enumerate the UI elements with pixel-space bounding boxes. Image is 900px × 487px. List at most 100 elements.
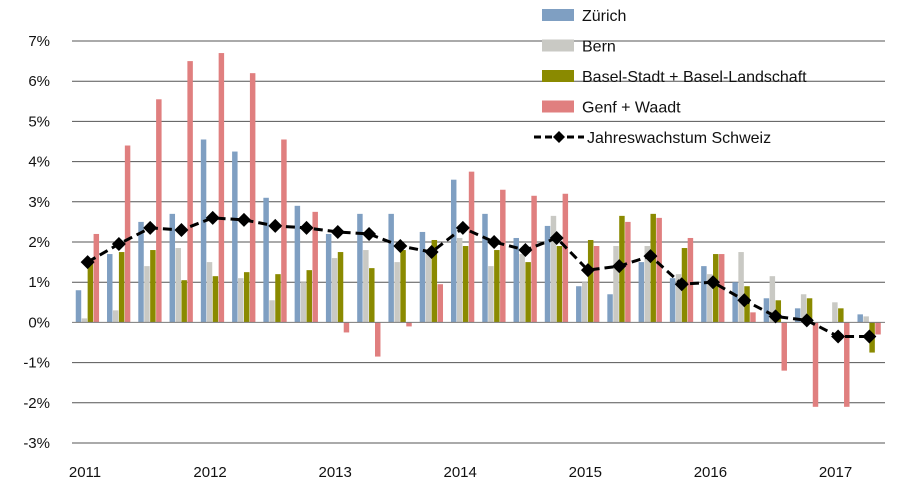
bar-z-rich xyxy=(294,205,301,323)
bar-bern xyxy=(613,246,619,323)
legend-label: Genf + Waadt xyxy=(582,100,681,117)
bar-genf-waadt xyxy=(218,53,225,323)
bar-basel-stadt-basel-landschaft xyxy=(181,280,187,323)
growth-point xyxy=(174,222,189,237)
x-tick-label: 2017 xyxy=(819,464,852,481)
bar-basel-stadt-basel-landschaft xyxy=(150,250,156,323)
bar-z-rich xyxy=(75,290,82,323)
growth-point xyxy=(737,293,752,308)
legend-label: Zürich xyxy=(582,8,626,25)
bar-z-rich xyxy=(701,266,707,323)
x-tick-label: 2013 xyxy=(319,464,352,481)
bar-basel-stadt-basel-landschaft xyxy=(650,213,656,323)
bar-genf-waadt xyxy=(468,171,475,323)
legend-swatch xyxy=(542,100,574,113)
bar-genf-waadt xyxy=(93,233,100,323)
growth-point xyxy=(299,220,314,235)
growth-point xyxy=(143,220,158,235)
growth-point xyxy=(580,263,595,278)
bar-bern xyxy=(394,262,400,323)
bar-bern xyxy=(769,276,776,323)
bar-basel-stadt-basel-landschaft xyxy=(306,270,312,323)
growth-point xyxy=(393,239,408,254)
bar-genf-waadt xyxy=(124,145,131,323)
bar-z-rich xyxy=(200,139,207,323)
bar-bern xyxy=(550,215,557,323)
growth-point xyxy=(424,245,439,260)
y-tick-label: 5% xyxy=(28,113,50,130)
bar-z-rich xyxy=(325,233,332,323)
bar-z-rich xyxy=(138,221,144,323)
y-tick-label: 6% xyxy=(28,73,50,90)
bar-bern xyxy=(644,246,651,323)
growth-point xyxy=(330,224,345,239)
bar-basel-stadt-basel-landschaft xyxy=(838,308,844,323)
bar-genf-waadt xyxy=(750,312,756,323)
bar-genf-waadt xyxy=(343,322,350,333)
bar-bern xyxy=(863,316,869,323)
bar-z-rich xyxy=(638,262,645,323)
bar-genf-waadt xyxy=(593,246,600,323)
growth-point xyxy=(643,249,658,264)
y-tick-label: 2% xyxy=(28,234,50,251)
bar-genf-waadt xyxy=(656,217,662,323)
growth-point xyxy=(268,218,283,233)
growth-point xyxy=(205,210,220,225)
bar-genf-waadt xyxy=(562,193,569,323)
bar-genf-waadt xyxy=(812,322,819,407)
bar-genf-waadt xyxy=(281,139,287,323)
legend-marker xyxy=(553,131,565,143)
bar-z-rich xyxy=(107,254,113,323)
bar-genf-waadt xyxy=(249,73,256,323)
bar-genf-waadt xyxy=(875,322,881,335)
x-tick-label: 2012 xyxy=(193,464,226,481)
bar-genf-waadt xyxy=(531,195,537,323)
bar-basel-stadt-basel-landschaft xyxy=(212,276,219,323)
bar-z-rich xyxy=(419,231,426,323)
legend-swatch xyxy=(542,9,574,21)
bar-basel-stadt-basel-landschaft xyxy=(400,250,406,323)
bar-bern xyxy=(519,254,525,323)
y-tick-label: 3% xyxy=(28,194,50,211)
growth-point xyxy=(706,275,721,290)
bar-basel-stadt-basel-landschaft xyxy=(806,298,813,323)
growth-point xyxy=(455,220,470,235)
x-tick-label: 2016 xyxy=(694,464,727,481)
growth-point xyxy=(549,230,564,245)
growth-point xyxy=(518,243,533,258)
bar-bern xyxy=(488,266,494,323)
bar-bern xyxy=(81,318,88,323)
legend-label: Jahreswachstum Schweiz xyxy=(587,130,771,147)
bars xyxy=(75,53,881,407)
bar-genf-waadt xyxy=(625,221,631,323)
bar-basel-stadt-basel-landschaft xyxy=(775,300,782,323)
bar-basel-stadt-basel-landschaft xyxy=(525,262,531,323)
y-tick-label: -2% xyxy=(23,395,50,412)
growth-point xyxy=(80,255,95,270)
y-tick-label: -1% xyxy=(23,355,50,372)
y-tick-label: 7% xyxy=(28,33,50,50)
bar-z-rich xyxy=(169,213,176,323)
bar-genf-waadt xyxy=(406,322,412,327)
bar-bern xyxy=(675,274,682,323)
growth-point xyxy=(111,237,126,252)
legend: Zürich Bern Basel-Stadt + Basel-Landschaft… xyxy=(534,8,807,147)
x-axis-tick-labels: 2011 2012 2013 2014 2015 2016 2017 xyxy=(69,464,852,481)
growth-point xyxy=(487,235,502,249)
bar-basel-stadt-basel-landschaft xyxy=(275,274,281,323)
bar-bern xyxy=(832,302,838,323)
x-tick-label: 2014 xyxy=(444,464,477,481)
bar-bern xyxy=(144,266,150,323)
bar-z-rich xyxy=(544,225,551,323)
bar-z-rich xyxy=(763,298,770,323)
growth-point xyxy=(362,226,377,241)
bar-z-rich xyxy=(388,213,394,323)
growth-line xyxy=(80,210,877,344)
bar-basel-stadt-basel-landschaft xyxy=(369,268,375,323)
bar-z-rich xyxy=(482,213,488,323)
bar-genf-waadt xyxy=(781,322,787,371)
bar-bern xyxy=(300,282,307,323)
bar-genf-waadt xyxy=(156,99,162,323)
bar-basel-stadt-basel-landschaft xyxy=(462,246,469,323)
growth-point xyxy=(831,329,846,344)
